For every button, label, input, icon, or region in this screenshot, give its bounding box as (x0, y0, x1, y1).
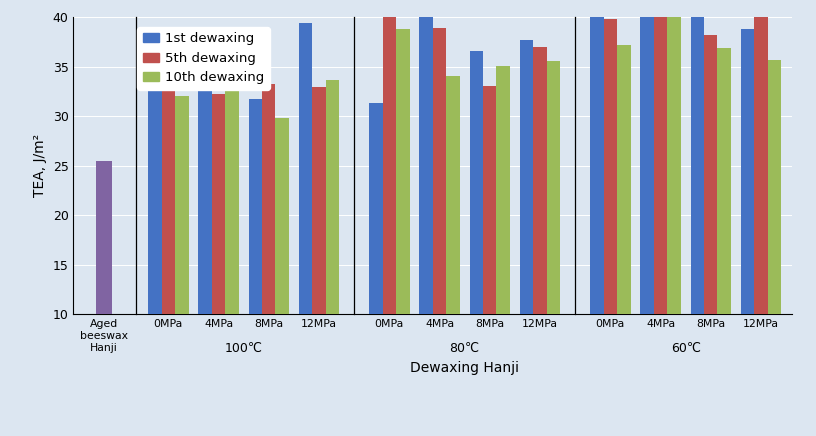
Bar (225, 59, 239, 314)
Text: 60℃: 60℃ (671, 341, 701, 354)
Bar (299, 24, 313, 314)
Bar (741, 29, 754, 314)
Bar (604, 20, 617, 314)
Bar (313, 87, 326, 314)
Y-axis label: TEA, J/m²: TEA, J/m² (33, 134, 47, 197)
Bar (483, 85, 496, 314)
Bar (547, 61, 560, 314)
Bar (641, 0, 654, 314)
Bar (162, 84, 175, 314)
Bar (369, 103, 383, 314)
Bar (469, 51, 483, 314)
Bar (617, 45, 631, 314)
Bar (667, 0, 681, 314)
Bar (262, 84, 276, 314)
Legend: 1st dewaxing, 5th dewaxing, 10th dewaxing: 1st dewaxing, 5th dewaxing, 10th dewaxin… (137, 27, 270, 90)
Bar (717, 48, 731, 314)
Bar (590, 0, 604, 314)
Bar (383, 0, 396, 314)
Text: 80℃: 80℃ (450, 341, 480, 354)
Bar (276, 118, 289, 314)
Bar (690, 0, 704, 314)
Bar (149, 34, 162, 314)
Text: Dewaxing Hanji: Dewaxing Hanji (410, 361, 519, 375)
Bar (96, 161, 112, 314)
Bar (198, 50, 212, 314)
Bar (446, 76, 459, 314)
Bar (496, 66, 510, 314)
Bar (419, 17, 432, 314)
Bar (326, 80, 339, 314)
Bar (654, 17, 667, 314)
Text: 100℃: 100℃ (224, 341, 263, 354)
Bar (520, 40, 533, 314)
Bar (175, 95, 188, 314)
Bar (249, 99, 262, 314)
Bar (533, 47, 547, 314)
Bar (396, 29, 410, 314)
Bar (768, 60, 781, 314)
Bar (704, 35, 717, 314)
Bar (432, 28, 446, 314)
Bar (212, 94, 225, 314)
Bar (754, 3, 768, 314)
